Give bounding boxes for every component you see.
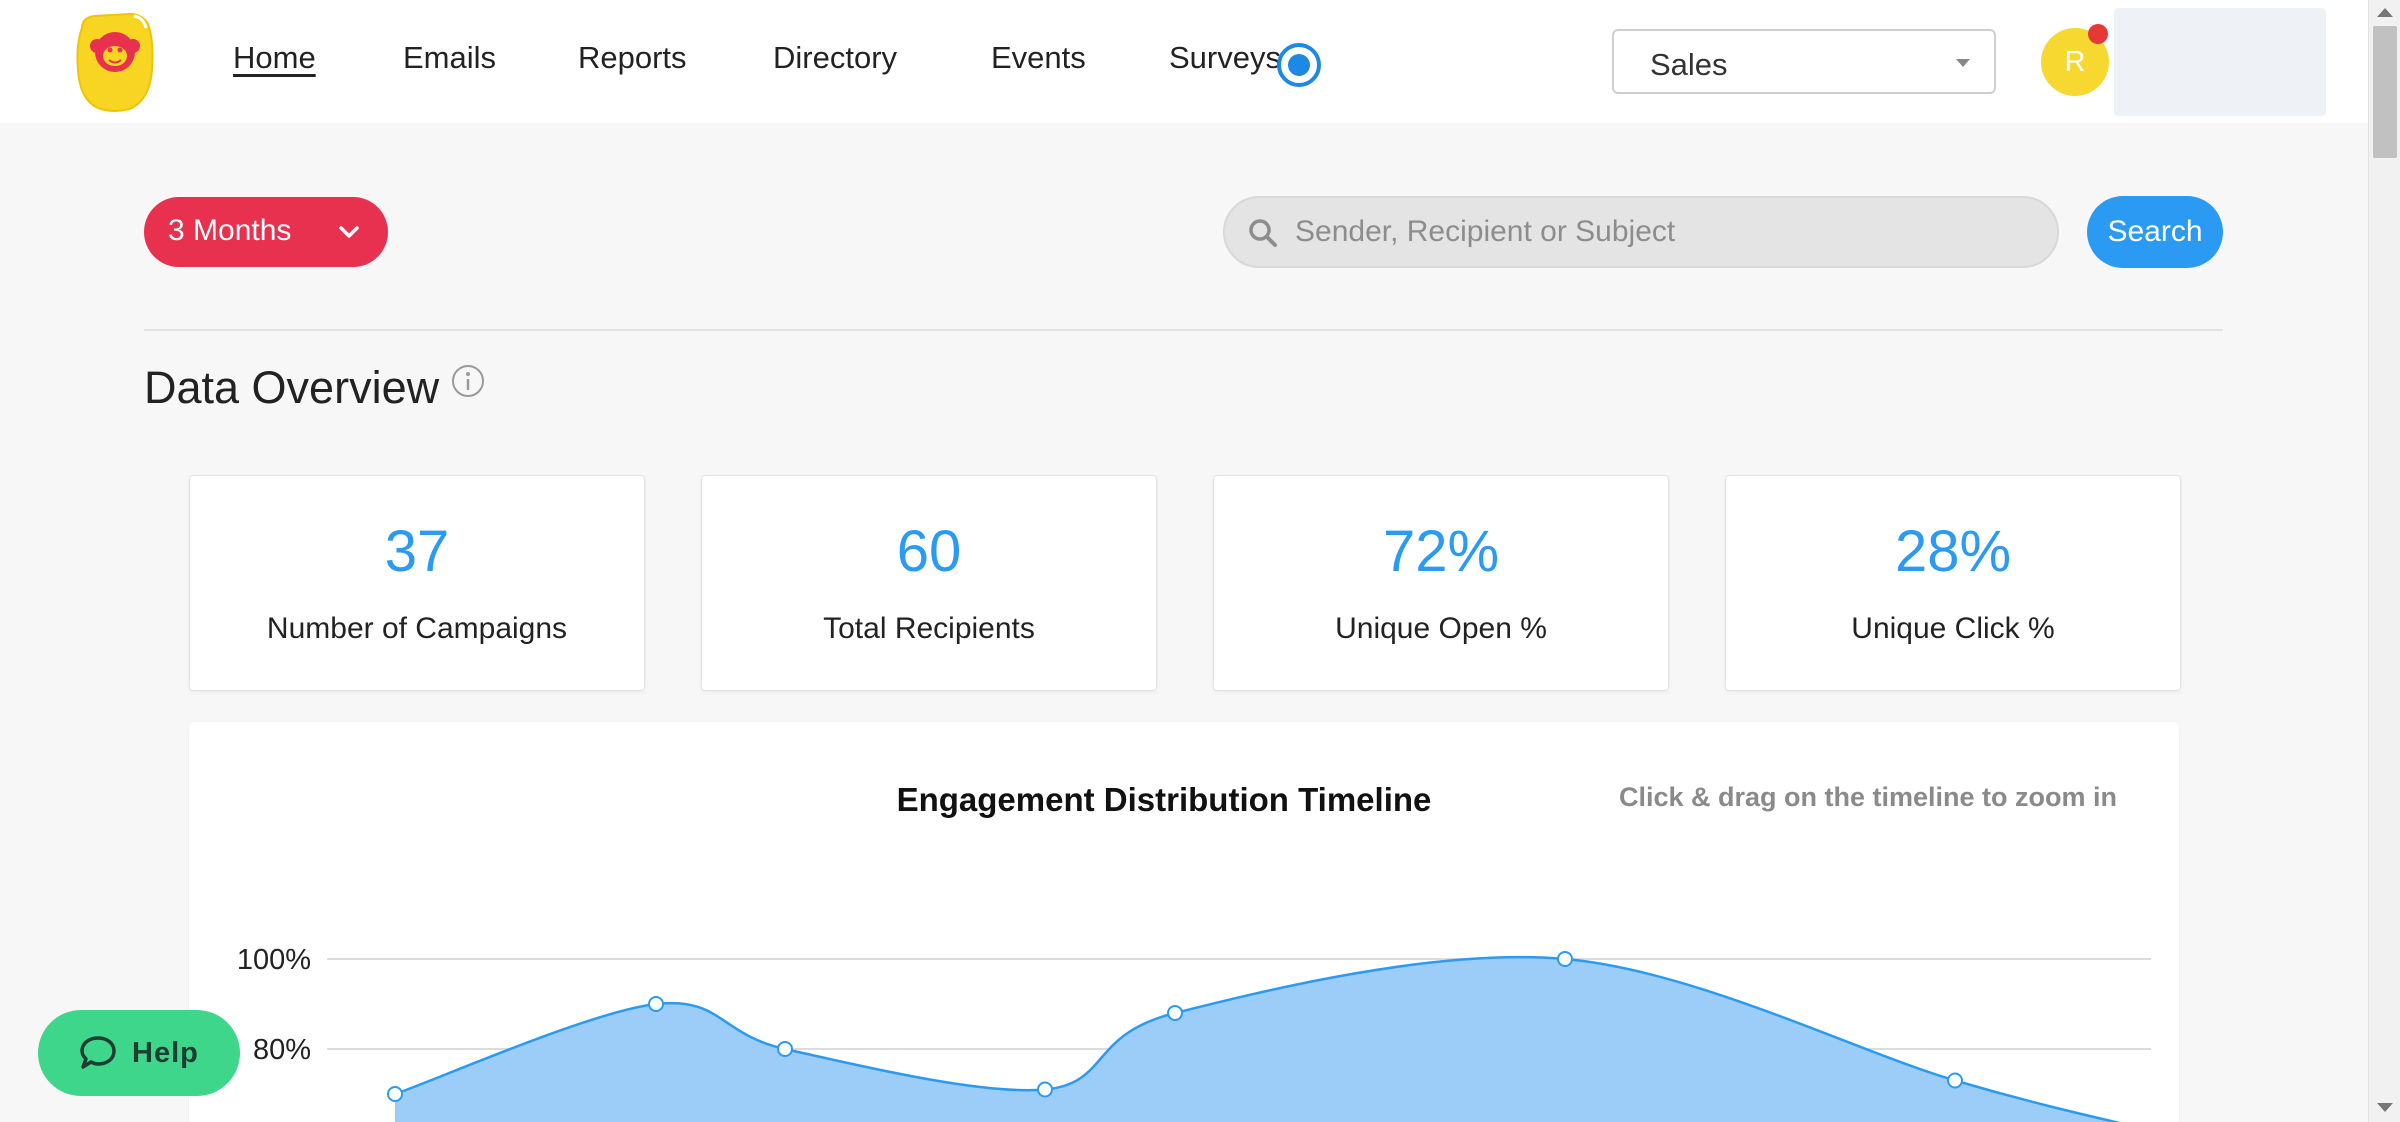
y-tick-label: 100% [237,944,311,976]
stat-value: 72% [1382,519,1500,584]
nav-directory[interactable]: Directory [773,40,898,75]
scroll-up-arrow-icon[interactable] [2377,8,2393,17]
scroll-thumb[interactable] [2373,26,2397,158]
chat-bubble-icon [80,1036,116,1069]
stat-value: 37 [384,519,450,584]
notification-dot-icon [2088,24,2108,44]
profile-area[interactable] [2114,8,2326,116]
data-overview-title: Data Overview [144,362,440,413]
caret-down-icon [1956,59,1970,67]
chart-point[interactable] [1167,1005,1183,1021]
search-input[interactable] [1295,208,2035,256]
chart-point[interactable] [777,1041,793,1057]
chart-point[interactable] [387,1086,403,1102]
chart-point[interactable] [648,996,664,1012]
chart-point[interactable] [1947,1072,1963,1089]
department-select[interactable]: Sales [1612,29,1996,94]
stat-label: Unique Click % [1851,612,2055,645]
chart-point[interactable] [1557,951,1573,967]
section-divider [144,329,2223,331]
chart-area [395,957,2116,1122]
stat-card-recipients: 60 Total Recipients [701,475,1157,691]
search-icon [1249,219,1277,247]
info-icon[interactable] [450,363,486,399]
engagement-chart-panel[interactable]: Engagement Distribution Timeline Click &… [189,722,2179,1122]
nav-reports[interactable]: Reports [578,40,687,75]
help-button[interactable]: Help [38,1010,240,1096]
search-button[interactable]: Search [2087,196,2223,268]
period-dropdown-label: 3 Months [168,214,292,247]
stat-label: Number of Campaigns [266,612,568,645]
chart-series-line [394,955,2121,1122]
nav-events[interactable]: Events [991,40,1086,75]
stat-value: 60 [896,519,962,584]
scroll-down-arrow-icon[interactable] [2377,1103,2393,1112]
nav-surveys[interactable]: Surveys [1169,40,1281,75]
chart-title: Engagement Distribution Timeline [896,781,1432,818]
y-tick-label: 80% [253,1034,311,1066]
stat-label: Total Recipients [823,612,1035,645]
period-dropdown[interactable]: 3 Months [144,197,388,267]
department-select-value: Sales [1650,47,1728,82]
page-scrollbar[interactable] [2368,0,2400,1122]
stat-card-click-rate: 28% Unique Click % [1725,475,2181,691]
top-header: Home Emails Reports Directory Events Sur… [0,0,2368,123]
stat-value: 28% [1894,519,2012,584]
stat-label: Unique Open % [1335,612,1547,645]
nav-emails[interactable]: Emails [403,40,497,75]
chevron-down-icon [339,226,359,238]
chart-point[interactable] [1037,1081,1053,1098]
stat-card-campaigns: 37 Number of Campaigns [189,475,645,691]
nav-home[interactable]: Home [233,40,316,75]
engagement-chart[interactable]: 100% 80% [189,722,2179,1122]
chart-zoom-hint: Click & drag on the timeline to zoom in [1618,782,2117,812]
surveys-status-icon [1277,43,1321,87]
stat-card-open-rate: 72% Unique Open % [1213,475,1669,691]
contactmonkey-logo[interactable] [72,10,158,114]
help-label: Help [132,1037,199,1069]
search-bar [1223,196,2059,268]
